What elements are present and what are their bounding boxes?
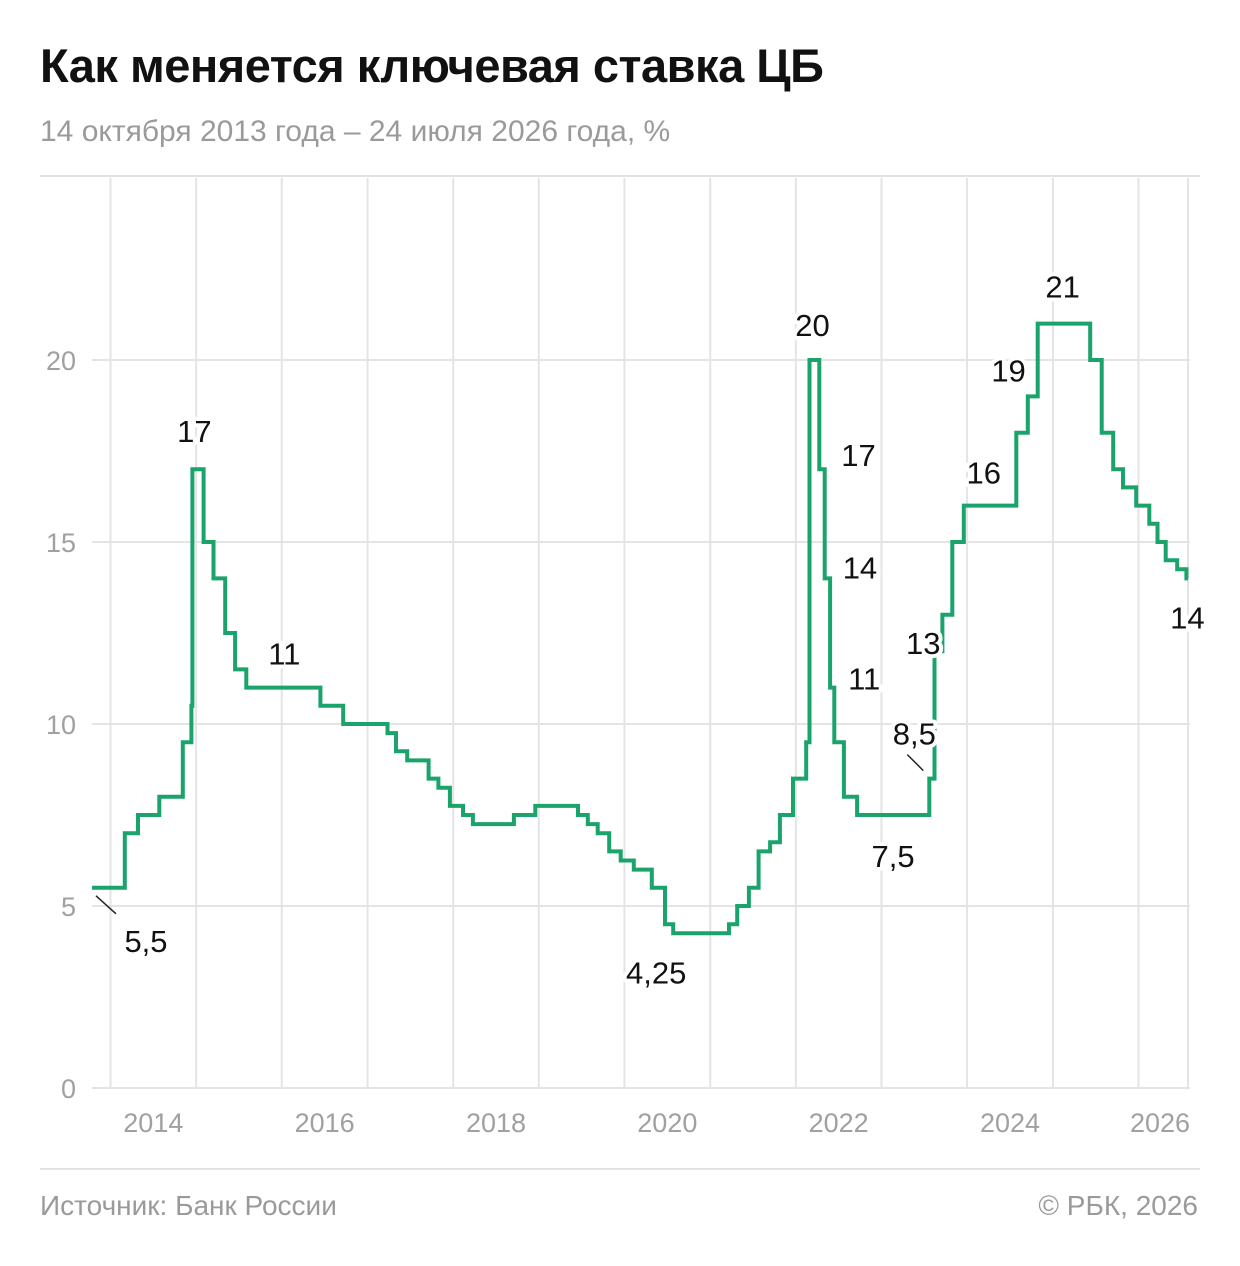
x-tick-label: 2020 xyxy=(637,1108,697,1138)
x-tick-label: 2014 xyxy=(123,1108,183,1138)
data-label: 14 xyxy=(843,550,877,585)
data-label: 21 xyxy=(1045,270,1079,305)
y-tick-label: 0 xyxy=(61,1074,76,1104)
x-tick-label: 2016 xyxy=(295,1108,355,1138)
y-tick-label: 5 xyxy=(61,892,76,922)
x-tick-label: 2024 xyxy=(980,1108,1040,1138)
data-label: 14 xyxy=(1170,600,1204,635)
chart-subtitle: 14 октября 2013 года – 24 июля 2026 года… xyxy=(40,115,671,148)
data-label: 8,5 xyxy=(893,717,936,752)
key-rate-line xyxy=(92,321,1189,936)
data-label-halo: 11 xyxy=(848,662,880,697)
data-label-halo: 14 xyxy=(843,550,877,585)
data-label: 20 xyxy=(795,308,829,343)
data-label: 13 xyxy=(906,626,940,661)
data-label: 7,5 xyxy=(872,839,915,874)
data-label: 17 xyxy=(841,438,875,473)
data-label-halo: 8,5 xyxy=(893,717,936,752)
data-label-halo: 17 xyxy=(841,438,875,473)
x-tick-label: 2026 xyxy=(1130,1108,1190,1138)
source-note: Источник: Банк России xyxy=(40,1190,337,1221)
data-label-halo: 17 xyxy=(177,414,211,449)
data-label-halo: 20 xyxy=(795,308,829,343)
data-label-halo: 7,5 xyxy=(872,839,915,874)
y-tick-label: 20 xyxy=(46,346,76,376)
copyright-note: © РБК, 2026 xyxy=(1038,1190,1198,1221)
top-divider xyxy=(40,175,1200,177)
bottom-divider xyxy=(40,1168,1200,1170)
data-label: 11 xyxy=(848,662,880,697)
data-label: 4,25 xyxy=(626,955,686,990)
data-label: 16 xyxy=(967,456,1001,491)
x-tick-label: 2018 xyxy=(466,1108,526,1138)
y-tick-label: 15 xyxy=(46,528,76,558)
data-label: 19 xyxy=(991,353,1025,388)
data-label-halo: 11 xyxy=(268,637,300,672)
data-label-halo: 14 xyxy=(1170,600,1204,635)
data-label: 17 xyxy=(177,414,211,449)
data-label: 11 xyxy=(268,637,300,672)
x-tick-label: 2022 xyxy=(809,1108,869,1138)
label-leader xyxy=(906,754,924,772)
y-tick-label: 10 xyxy=(46,710,76,740)
data-label-halo: 19 xyxy=(991,353,1025,388)
data-label-halo: 13 xyxy=(906,626,940,661)
data-label: 5,5 xyxy=(124,924,167,959)
data-label-halo: 4,25 xyxy=(626,955,686,990)
data-label-halo: 21 xyxy=(1045,270,1079,305)
data-label-halo: 5,5 xyxy=(124,924,167,959)
chart-title: Как меняется ключевая ставка ЦБ xyxy=(40,39,824,92)
data-label-halo: 16 xyxy=(967,456,1001,491)
label-leader xyxy=(95,895,117,915)
